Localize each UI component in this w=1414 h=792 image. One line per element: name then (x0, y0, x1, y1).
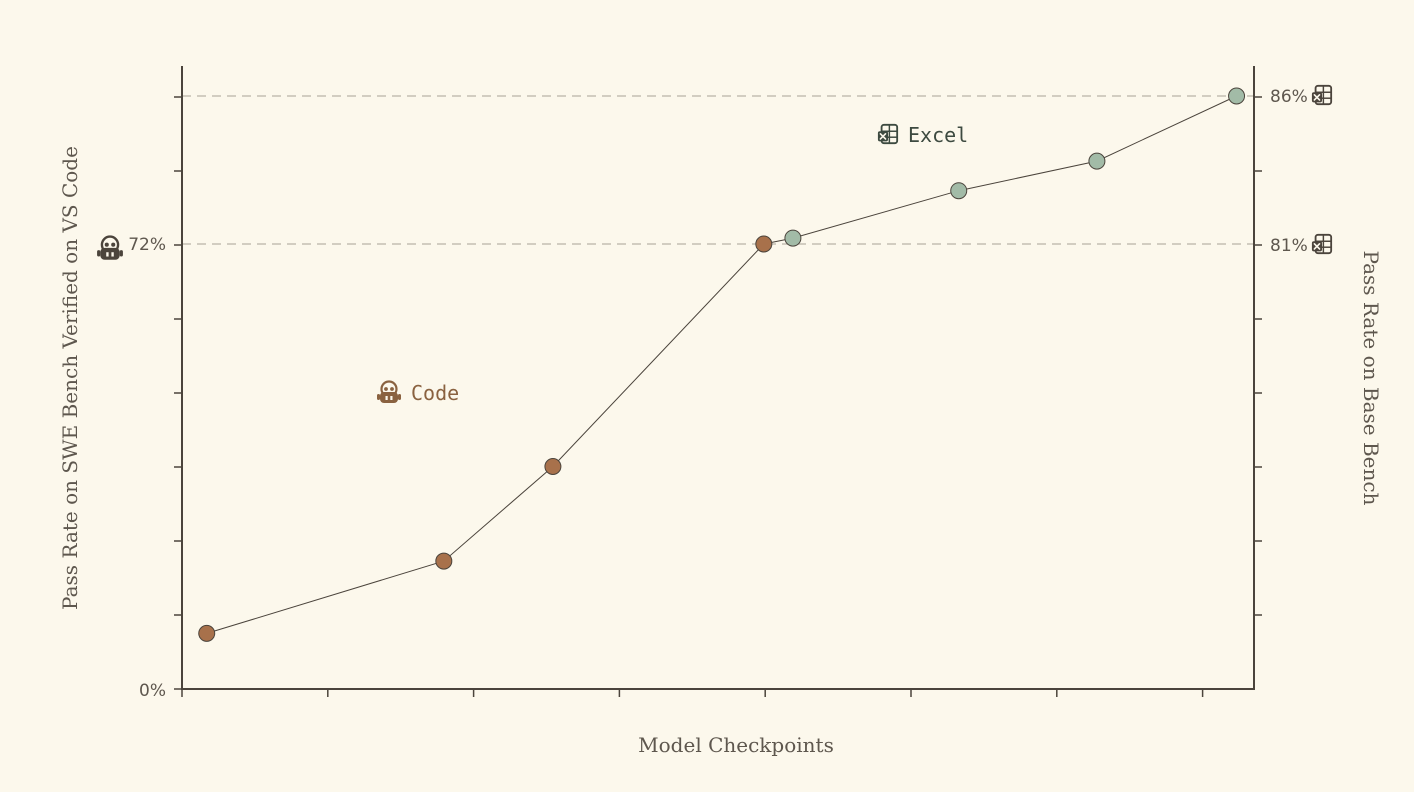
excel-icon (1311, 84, 1333, 106)
data-point-code (435, 552, 453, 570)
series-label-code: Code (411, 381, 459, 405)
right-tick-label-86: 86% (1270, 87, 1308, 107)
x-axis-ticks (181, 689, 1204, 697)
data-point-code (544, 458, 562, 475)
excel-icon (1311, 233, 1333, 255)
data-point-code (755, 235, 773, 253)
robot-icon (375, 380, 403, 405)
y-axis-left-title: Pass Rate on SWE Bench Verified on VS Co… (58, 146, 82, 610)
right-axis-ticks (1254, 96, 1262, 616)
data-point-excel (1088, 152, 1106, 170)
right-tick-label-81: 81% (1270, 236, 1308, 256)
data-point-excel (1228, 87, 1246, 105)
left-axis-ticks (174, 96, 182, 690)
excel-icon (877, 123, 899, 145)
series-label-excel: Excel (908, 123, 968, 147)
y-axis-right-title: Pass Rate on Base Bench (1359, 251, 1383, 506)
x-axis-title: Model Checkpoints (638, 733, 834, 757)
data-point-code (198, 624, 216, 642)
data-point-excel (950, 182, 968, 200)
data-point-excel (784, 229, 802, 247)
series-line (206, 95, 1237, 634)
left-tick-label-0: 0% (139, 681, 166, 701)
data-points (198, 87, 1246, 642)
left-tick-label-72: 72% (128, 235, 166, 255)
robot-icon (96, 235, 124, 261)
